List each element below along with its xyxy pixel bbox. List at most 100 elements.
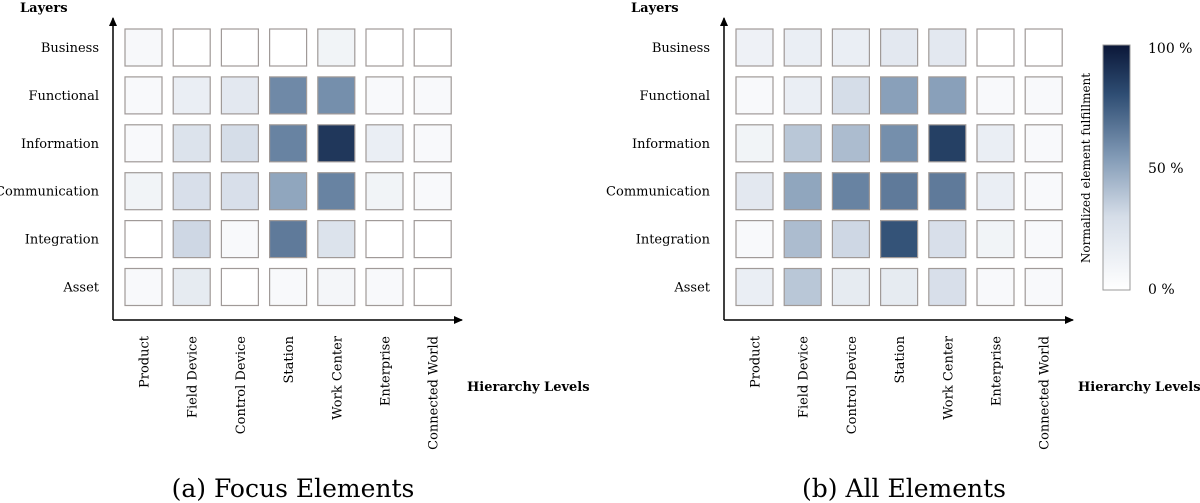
cell-functional-product xyxy=(124,76,163,115)
heatmap-cells xyxy=(735,28,1063,307)
row-label-functional: Functional xyxy=(639,89,710,104)
cell-business-product xyxy=(735,28,774,67)
cell-asset-work-center xyxy=(928,267,967,307)
cell-business-station xyxy=(269,28,308,67)
heatmap-cells xyxy=(124,28,452,307)
cell-integration-work-center xyxy=(317,220,356,259)
cell-integration-control-device xyxy=(220,220,259,259)
cell-asset-product xyxy=(735,267,774,307)
row-label-asset: Asset xyxy=(673,281,710,296)
cell-information-connected-world xyxy=(1024,124,1063,163)
cell-integration-field-device xyxy=(783,220,822,259)
cell-asset-station xyxy=(879,267,919,307)
cell-information-connected-world xyxy=(413,124,452,163)
cell-integration-station xyxy=(269,220,308,259)
cell-asset-connected-world xyxy=(1024,267,1063,307)
column-label-product: Product xyxy=(138,335,153,388)
cell-functional-control-device xyxy=(831,76,871,115)
panel-all-elements: Layers Hierarchy Levels Business Function… xyxy=(606,1,1200,503)
cell-business-field-device xyxy=(783,28,822,67)
cell-business-product xyxy=(124,28,163,67)
cell-business-enterprise xyxy=(365,28,404,67)
cell-integration-station xyxy=(879,220,919,259)
cell-communication-station xyxy=(879,172,919,211)
cell-communication-enterprise xyxy=(365,172,404,211)
cell-functional-field-device xyxy=(172,76,211,115)
column-label-control-device: Control Device xyxy=(234,336,249,435)
y-axis-title: Layers xyxy=(20,1,68,16)
column-label-connected-world: Connected World xyxy=(1038,336,1053,450)
row-label-integration: Integration xyxy=(25,233,100,248)
column-label-enterprise: Enterprise xyxy=(379,336,394,406)
row-label-business: Business xyxy=(652,41,710,56)
row-label-information: Information xyxy=(632,137,711,152)
column-label-work-center: Work Center xyxy=(941,335,956,419)
cell-communication-work-center xyxy=(928,172,967,211)
column-label-field-device: Field Device xyxy=(797,336,812,418)
column-label-control-device: Control Device xyxy=(845,336,860,435)
cell-integration-product xyxy=(124,220,163,259)
cell-integration-field-device xyxy=(172,220,211,259)
column-label-product: Product xyxy=(749,335,764,388)
panel-focus-elements: Layers Hierarchy Levels Business Function… xyxy=(0,1,590,503)
column-labels: Product Field Device Control Device Station… xyxy=(138,335,442,450)
cell-information-product xyxy=(124,124,163,163)
colorbar-tick-min: 0 % xyxy=(1148,282,1175,298)
cell-business-control-device xyxy=(831,28,871,67)
cell-communication-control-device xyxy=(831,172,871,211)
cell-integration-product xyxy=(735,220,774,259)
colorbar-gradient xyxy=(1102,44,1131,291)
colorbar: 100 % 50 % 0 % Normalized element fulfil… xyxy=(1079,41,1192,298)
cell-business-field-device xyxy=(172,28,211,67)
column-label-station: Station xyxy=(282,335,297,383)
cell-communication-connected-world xyxy=(413,172,452,211)
column-label-connected-world: Connected World xyxy=(427,336,442,450)
cell-business-connected-world xyxy=(413,28,452,67)
caption-a: (a) Focus Elements xyxy=(172,474,415,503)
cell-communication-connected-world xyxy=(1024,172,1063,211)
cell-information-station xyxy=(269,124,308,163)
caption-b: (b) All Elements xyxy=(802,474,1006,503)
cell-integration-control-device xyxy=(831,220,871,259)
row-label-communication: Communication xyxy=(0,185,100,200)
cell-asset-enterprise xyxy=(976,267,1015,307)
cell-information-work-center xyxy=(928,124,967,163)
cell-communication-field-device xyxy=(783,172,822,211)
cell-communication-enterprise xyxy=(976,172,1015,211)
row-label-integration: Integration xyxy=(636,233,711,248)
cell-business-control-device xyxy=(220,28,259,67)
cell-communication-product xyxy=(124,172,163,211)
cell-information-control-device xyxy=(831,124,871,163)
cell-information-station xyxy=(879,124,919,163)
cell-business-connected-world xyxy=(1024,28,1063,67)
cell-functional-station xyxy=(879,76,919,115)
column-label-station: Station xyxy=(893,335,908,383)
y-axis-title: Layers xyxy=(631,1,679,16)
cell-integration-enterprise xyxy=(976,220,1015,259)
cell-asset-enterprise xyxy=(365,267,404,307)
row-labels: Business Functional Information Communicati… xyxy=(606,41,711,296)
cell-business-work-center xyxy=(317,28,356,67)
cell-asset-connected-world xyxy=(413,267,452,307)
colorbar-tick-max: 100 % xyxy=(1148,41,1192,57)
cell-functional-work-center xyxy=(928,76,967,115)
cell-functional-station xyxy=(269,76,308,115)
x-axis-title: Hierarchy Levels xyxy=(467,380,590,395)
cell-functional-field-device xyxy=(783,76,822,115)
cell-communication-station xyxy=(269,172,308,211)
cell-communication-field-device xyxy=(172,172,211,211)
cell-functional-enterprise xyxy=(365,76,404,115)
cell-business-enterprise xyxy=(976,28,1015,67)
x-axis-title: Hierarchy Levels xyxy=(1078,380,1200,395)
cell-functional-enterprise xyxy=(976,76,1015,115)
cell-functional-connected-world xyxy=(1024,76,1063,115)
cell-information-control-device xyxy=(220,124,259,163)
row-label-communication: Communication xyxy=(606,185,711,200)
row-label-asset: Asset xyxy=(62,281,99,296)
colorbar-tick-mid: 50 % xyxy=(1148,161,1184,177)
cell-information-enterprise xyxy=(365,124,404,163)
cell-asset-product xyxy=(124,267,163,307)
cell-functional-control-device xyxy=(220,76,259,115)
cell-information-product xyxy=(735,124,774,163)
